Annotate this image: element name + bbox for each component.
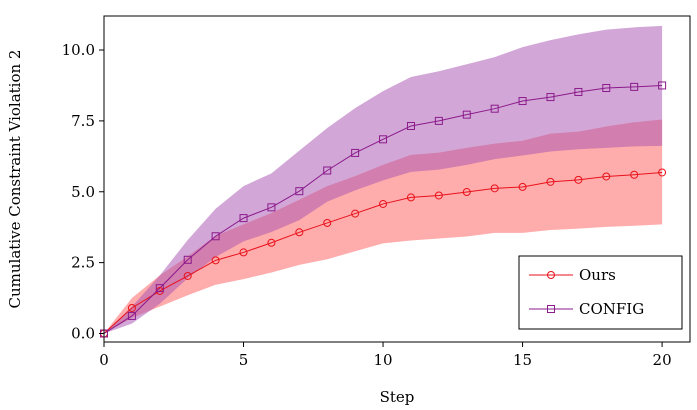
point-config: [239, 214, 248, 223]
legend-marker-ours: [547, 271, 555, 279]
legend-box: [518, 255, 683, 330]
legend-entries: Ours CONFIG: [529, 266, 644, 318]
point-ours: [323, 218, 332, 227]
y-tick-label: 2.5: [71, 254, 95, 272]
x-axis-label: Step: [380, 388, 415, 406]
point-config: [434, 116, 443, 125]
point-config: [658, 81, 667, 90]
confidence-bands: [104, 25, 663, 334]
point-ours: [406, 193, 415, 202]
point-ours: [434, 191, 443, 200]
y-axis-label: Cumulative Constraint Violation 2: [6, 50, 24, 309]
x-tick-label: 5: [239, 351, 249, 369]
y-axis-ticks: 0.0 2.5 5.0 7.5 10.0: [62, 41, 104, 342]
point-config: [267, 203, 276, 212]
point-config: [546, 93, 555, 102]
x-tick-label: 10: [374, 351, 393, 369]
y-tick-label: 10.0: [62, 41, 95, 59]
point-config: [574, 87, 583, 96]
legend-label-config: CONFIG: [579, 300, 644, 318]
legend-marker-config: [547, 305, 555, 313]
point-ours: [295, 228, 304, 237]
point-config: [406, 121, 415, 130]
point-config: [211, 232, 220, 241]
point-ours: [379, 199, 388, 208]
point-config: [462, 110, 471, 119]
point-ours: [546, 177, 555, 186]
point-ours: [602, 172, 611, 181]
series-lines: [103, 84, 663, 334]
point-ours: [351, 209, 360, 218]
point-ours: [518, 182, 527, 191]
line-ours: [103, 171, 663, 334]
x-tick-label: 15: [513, 351, 532, 369]
legend: Ours CONFIG: [518, 255, 683, 330]
x-tick-label: 0: [99, 351, 109, 369]
legend-label-ours: Ours: [579, 266, 616, 284]
band-ours: [104, 119, 663, 334]
y-tick-label: 7.5: [71, 112, 95, 130]
point-config: [630, 82, 639, 91]
point-config: [490, 104, 499, 113]
point-config: [379, 135, 388, 144]
point-ours: [490, 184, 499, 193]
plot-frame: [103, 15, 691, 343]
point-ours: [267, 238, 276, 247]
point-config: [155, 284, 164, 293]
point-ours: [127, 303, 136, 312]
x-axis-ticks: 0 5 10 15 20: [99, 342, 672, 369]
point-ours: [183, 271, 192, 280]
point-config: [127, 311, 136, 320]
point-ours: [462, 188, 471, 197]
point-ours: [630, 170, 639, 179]
y-tick-label: 0.0: [71, 324, 95, 342]
point-config: [602, 84, 611, 93]
series-markers: [100, 81, 667, 338]
point-ours: [574, 175, 583, 184]
y-tick-label: 5.0: [71, 183, 95, 201]
point-config: [323, 166, 332, 175]
point-config: [518, 97, 527, 106]
point-config: [183, 255, 192, 264]
point-config: [351, 148, 360, 157]
band-config: [104, 25, 663, 334]
x-tick-label: 20: [653, 351, 672, 369]
line-config: [103, 84, 663, 334]
point-ours: [658, 168, 667, 177]
point-ours: [239, 248, 248, 257]
point-config: [295, 187, 304, 196]
point-ours: [211, 256, 220, 265]
